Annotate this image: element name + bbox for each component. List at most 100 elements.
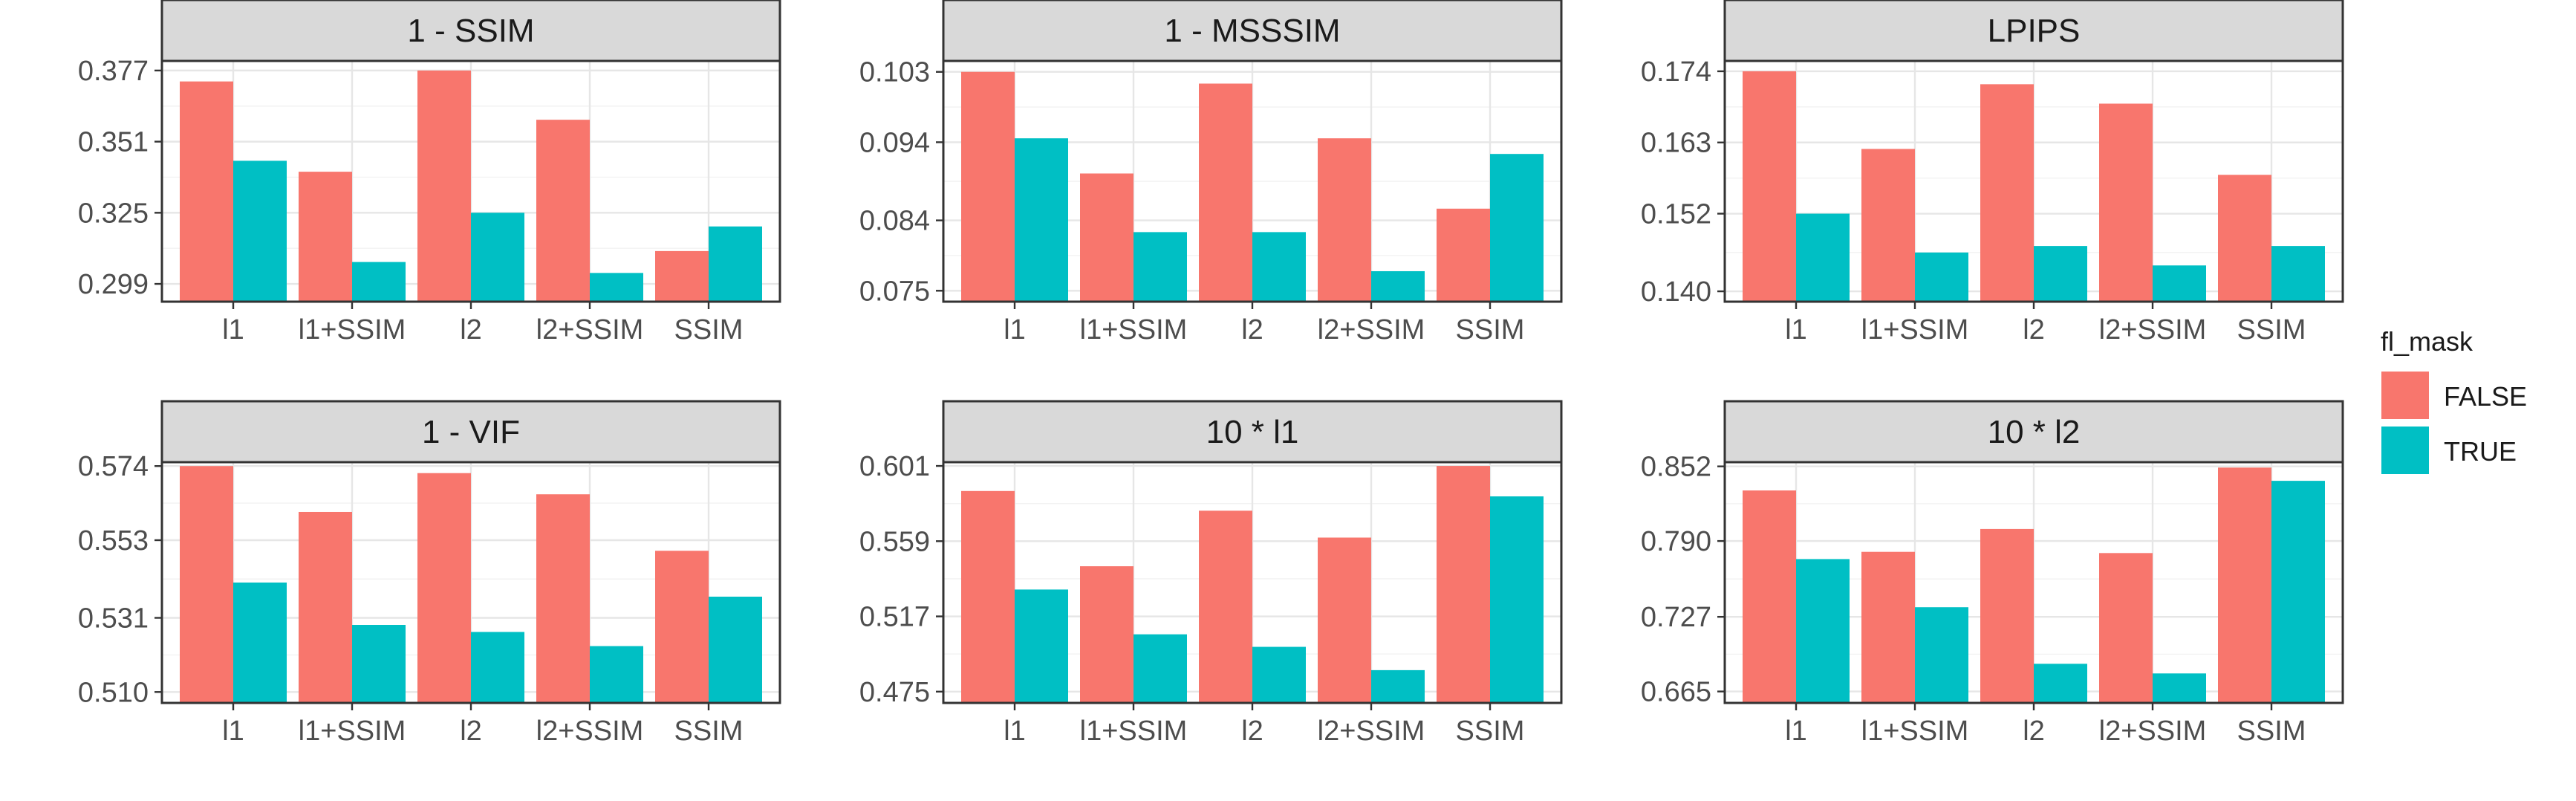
panel-title-lpips: LPIPS <box>1988 13 2081 49</box>
y-tick-label: 0.531 <box>78 603 149 635</box>
bar-10-l1-l1-false <box>961 490 1015 703</box>
y-tick-label: 0.574 <box>78 451 149 482</box>
x-tick-label: SSIM <box>674 716 744 747</box>
y-tick-label: 0.140 <box>1641 276 1711 308</box>
x-tick-label: l2 <box>1241 716 1263 747</box>
y-tick-label: 0.553 <box>78 525 149 557</box>
x-tick-label: l2 <box>2023 314 2045 346</box>
bar-lpips-l1-ssim-true <box>1915 252 1968 302</box>
bar-1-ssim-l2-true <box>471 213 524 302</box>
bar-lpips-l1-ssim-false <box>1861 149 1915 302</box>
y-tick-label: 0.475 <box>859 677 930 708</box>
panel-10-l2: 10 * l2 0.665 0.727 0.790 0.852 l1 l1+SSIM l2 l2… <box>1641 400 2344 747</box>
bar-10-l2-l2-ssim-false <box>2099 553 2153 703</box>
y-tick-label: 0.601 <box>859 451 930 482</box>
y-tick-label: 0.727 <box>1641 602 1711 633</box>
bar-10-l2-l1-false <box>1743 490 1796 703</box>
strip-10-l2 <box>1723 400 2344 464</box>
x-tick-label: l2 <box>2023 716 2045 747</box>
x-tick-label: l1 <box>1004 716 1026 747</box>
chart-panels: 1 - SSIM 0.299 0.325 0.351 0.377 l1 l1+SSIM l2 l… <box>78 0 2344 747</box>
bar-1-ssim-l1-ssim-true <box>352 262 406 302</box>
y-tick-label: 0.510 <box>78 677 149 708</box>
y-tick-label: 0.075 <box>859 276 930 307</box>
y-tick-label: 0.852 <box>1641 452 1711 483</box>
bar-10-l1-l2-ssim-true <box>1371 669 1425 703</box>
bar-10-l2-l1-true <box>1796 559 1850 703</box>
x-tick-label: l2+SSIM <box>2099 716 2207 747</box>
bar-1-vif-l1-false <box>180 466 233 703</box>
bar-10-l1-l2-ssim-false <box>1318 537 1371 703</box>
strip-10-l1 <box>942 400 1563 464</box>
bar-10-l2-l2-true <box>2034 664 2087 703</box>
y-tick-label: 0.517 <box>859 602 930 633</box>
strip-1-ssim <box>160 0 781 62</box>
x-tick-label: l2+SSIM <box>536 314 644 346</box>
bar-1-msssim-l1-false <box>961 71 1015 302</box>
bar-lpips-l2-ssim-false <box>2099 103 2153 302</box>
bar-1-vif-l1-ssim-false <box>299 511 352 703</box>
x-tick-label: SSIM <box>1456 314 1525 346</box>
bar-1-msssim-l1-ssim-true <box>1133 232 1187 302</box>
x-tick-label: l1 <box>1785 716 1807 747</box>
x-tick-label: l2+SSIM <box>1318 716 1425 747</box>
bar-1-vif-ssim-true <box>709 597 762 703</box>
legend-label-true: TRUE <box>2444 436 2517 467</box>
panel-10-l1: 10 * l1 0.475 0.517 0.559 0.601 l1 l1+SSIM l2 l2… <box>859 400 1563 747</box>
bar-lpips-l2-false <box>1980 84 2034 302</box>
bar-lpips-ssim-false <box>2218 175 2271 302</box>
y-tick-label: 0.103 <box>859 57 930 88</box>
bar-10-l1-ssim-false <box>1437 466 1490 703</box>
legend: fl_mask FALSE TRUE <box>2381 326 2527 474</box>
bar-lpips-l1-true <box>1796 213 1850 302</box>
panel-title-10-l1: 10 * l1 <box>1206 414 1299 450</box>
y-tick-label: 0.299 <box>78 269 149 300</box>
panel-title-1-vif: 1 - VIF <box>422 414 520 450</box>
x-tick-label: l1+SSIM <box>299 716 406 747</box>
bar-1-msssim-ssim-false <box>1437 208 1490 302</box>
y-tick-label: 0.559 <box>859 526 930 557</box>
x-tick-label: l1 <box>1785 314 1807 346</box>
legend-key-true <box>2381 427 2429 474</box>
y-tick-label: 0.377 <box>78 56 149 87</box>
legend-title: fl_mask <box>2381 326 2473 357</box>
bar-10-l2-l2-ssim-true <box>2153 673 2206 703</box>
bar-10-l1-l2-true <box>1252 646 1306 703</box>
bar-1-msssim-l2-ssim-false <box>1318 138 1371 302</box>
bar-1-vif-l1-ssim-true <box>352 625 406 703</box>
y-tick-label: 0.152 <box>1641 199 1711 230</box>
bar-10-l1-l1-ssim-false <box>1080 566 1133 703</box>
bar-1-ssim-l2-false <box>417 70 471 302</box>
panel-1-vif: 1 - VIF 0.510 0.531 0.553 0.574 l1 l1+SSIM l2 l2… <box>78 400 781 747</box>
x-tick-label: l1+SSIM <box>1080 716 1188 747</box>
bar-1-ssim-l2-ssim-false <box>536 120 590 302</box>
panel-lpips: LPIPS 0.140 0.152 0.163 0.174 l1 l1+SSIM l2 l2+S… <box>1641 0 2344 346</box>
panel-title-1-ssim: 1 - SSIM <box>407 13 534 49</box>
bar-lpips-l2-true <box>2034 246 2087 302</box>
y-tick-label: 0.174 <box>1641 56 1711 88</box>
y-tick-label: 0.325 <box>78 198 149 229</box>
bar-lpips-l2-ssim-true <box>2153 265 2206 302</box>
x-tick-label: SSIM <box>2237 716 2306 747</box>
bar-1-msssim-l2-ssim-true <box>1371 270 1425 302</box>
bar-10-l1-l1-ssim-true <box>1133 634 1187 703</box>
panel-title-10-l2: 10 * l2 <box>1988 414 2081 450</box>
y-tick-label: 0.084 <box>859 206 930 237</box>
bar-10-l2-ssim-false <box>2218 467 2271 703</box>
x-tick-label: l2 <box>460 314 482 346</box>
bar-1-vif-l2-ssim-true <box>590 646 643 703</box>
y-tick-label: 0.790 <box>1641 526 1711 557</box>
x-tick-label: l1+SSIM <box>1080 314 1188 346</box>
x-tick-label: SSIM <box>1456 716 1525 747</box>
x-tick-label: l1 <box>222 314 244 346</box>
panel-1-ssim: 1 - SSIM 0.299 0.325 0.351 0.377 l1 l1+SSIM l2 l… <box>78 0 781 346</box>
strip-1-vif <box>160 400 781 464</box>
bar-1-vif-l2-false <box>417 473 471 703</box>
x-tick-label: l1 <box>1004 314 1026 346</box>
x-tick-label: l2+SSIM <box>536 716 644 747</box>
bar-10-l1-l1-true <box>1015 589 1068 703</box>
bar-1-ssim-l1-false <box>180 81 233 302</box>
bar-1-msssim-ssim-true <box>1490 154 1544 302</box>
bar-1-msssim-l2-true <box>1252 232 1306 302</box>
